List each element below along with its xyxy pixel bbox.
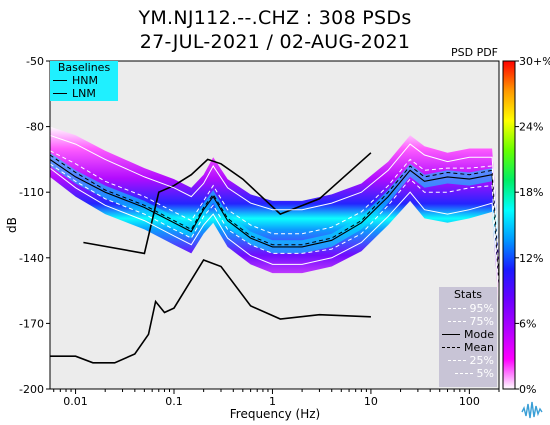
x-axis-label: Frequency (Hz) (230, 407, 321, 421)
legend-swatch-25 (447, 360, 466, 361)
legend-item-mode: Mode (439, 328, 497, 341)
x-tick-label: 10 (364, 395, 378, 408)
colorbar-tick-label: 12% (519, 252, 543, 265)
y-tick-label: -140 (19, 252, 44, 265)
y-tick-label: -50 (26, 55, 44, 68)
colorbar (502, 60, 516, 390)
pdf-layer (50, 126, 499, 311)
colorbar-tick-label: 30+% (519, 55, 550, 68)
y-axis: -50 -80 -110 -140 -170 -200 (19, 55, 50, 396)
legend-swatch-5 (454, 373, 473, 374)
chart-subtitle: 27-JUL-2021 / 02-AUG-2021 (139, 31, 411, 53)
x-tick-label: 0.1 (165, 395, 183, 408)
legend-label-mode: Mode (464, 328, 494, 341)
baselines-legend: Baselines HNM LNM (50, 61, 118, 101)
legend-swatch-lnm (53, 93, 67, 94)
y-axis-label: dB (5, 217, 19, 233)
legend-item-hnm: HNM (50, 74, 118, 87)
legend-item-5: 5% (439, 367, 497, 380)
legend-item-25: 25% (439, 354, 497, 367)
baselines-legend-title: Baselines (57, 61, 111, 74)
legend-item-lnm: LNM (50, 87, 118, 100)
x-axis: 0.01 0.1 1 10 100 (53, 389, 500, 408)
legend-label-25: 25% (469, 354, 494, 367)
plot-frame (49, 60, 500, 390)
legend-item-mean: Mean (439, 341, 497, 354)
x-tick-label: 0.01 (63, 395, 88, 408)
series-line-95pct (50, 134, 499, 254)
legend-label-hnm: HNM (72, 74, 98, 87)
chart-title: YM.NJ112.--.CHZ : 308 PSDs (138, 7, 412, 29)
waveform-logo-icon (521, 401, 543, 419)
legend-label-95: 95% (469, 302, 494, 315)
x-tick-label: 1 (269, 395, 276, 408)
colorbar-tick-label: 6% (519, 317, 536, 330)
legend-swatch-hnm (53, 80, 67, 81)
y-tick-label: -80 (26, 121, 44, 134)
stats-legend: Stats 95% 75% Mode Mean 25% 5% (439, 287, 497, 387)
series-line-mode (50, 158, 499, 285)
series-layer (50, 134, 499, 364)
colorbar-label: PSD PDF (451, 46, 499, 59)
legend-label-75: 75% (469, 315, 494, 328)
series-line-mean (50, 154, 499, 280)
y-tick-label: -110 (19, 186, 44, 199)
pdf-density-band (50, 126, 499, 311)
colorbar-tick-label: 24% (519, 121, 543, 134)
x-tick-label: 100 (459, 395, 480, 408)
legend-swatch-mean (442, 347, 461, 348)
legend-item-95: 95% (439, 302, 497, 315)
legend-swatch-75 (447, 321, 466, 322)
legend-swatch-95 (447, 308, 466, 309)
legend-item-75: 75% (439, 315, 497, 328)
series-line-5pct (50, 167, 499, 302)
legend-swatch-mode (442, 334, 461, 335)
colorbar-tick-label: 18% (519, 186, 543, 199)
legend-label-5: 5% (476, 367, 494, 380)
colorbar-tick-label: 0% (519, 383, 536, 396)
legend-label-lnm: LNM (72, 87, 96, 100)
stats-legend-title: Stats (453, 288, 483, 301)
y-tick-label: -170 (19, 317, 44, 330)
series-line-lnm (50, 259, 371, 364)
y-tick-label: -200 (19, 383, 44, 396)
colorbar-ticks: 30+% 24% 18% 12% 6% 0% (515, 55, 550, 396)
legend-label-mean: Mean (464, 341, 494, 354)
series-line-75pct (50, 150, 499, 271)
